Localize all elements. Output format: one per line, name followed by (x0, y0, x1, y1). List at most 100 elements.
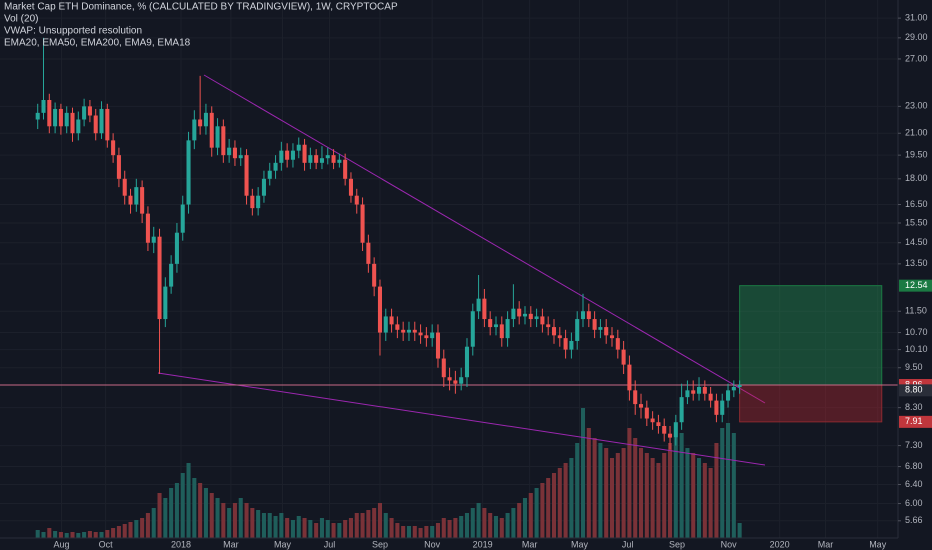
candle-body (360, 204, 365, 243)
x-tick-label: Oct (99, 539, 114, 549)
volume-bar (621, 448, 626, 538)
volume-bar (35, 530, 40, 538)
trend-line (203, 74, 766, 404)
x-tick-label: Sep (372, 539, 388, 549)
volume-bar (459, 516, 464, 538)
candle-body (488, 319, 493, 328)
candle-body (232, 147, 237, 159)
volume-bar (395, 523, 400, 538)
x-tick-label: May (869, 539, 887, 549)
candle-body (499, 324, 504, 339)
y-tick-label: 27.00 (905, 53, 928, 63)
volume-bar (215, 498, 220, 538)
y-tick-label: 29.00 (905, 32, 928, 42)
candle-body (557, 335, 562, 339)
candle-body (424, 335, 429, 339)
trend-line (157, 372, 766, 466)
candle-body (203, 112, 208, 127)
candle-body (151, 236, 156, 243)
volume-bar (470, 508, 475, 538)
candle-body (308, 155, 313, 163)
candle-body (267, 170, 272, 179)
y-tick-label: 16.50 (905, 199, 928, 209)
volume-bar (47, 528, 52, 538)
candle-body (546, 324, 551, 328)
y-tick-label: 5.66 (905, 515, 923, 525)
volume-bar (122, 524, 127, 538)
candle-body (441, 358, 446, 378)
volume-bar (273, 516, 278, 538)
volume-bar (430, 526, 435, 538)
volume-bar (319, 518, 324, 538)
candle-body (227, 147, 232, 156)
candle-body (209, 112, 214, 148)
candle-body (256, 195, 261, 209)
volume-bar (389, 518, 394, 538)
legend-item: VWAP: Unsupported resolution (4, 26, 142, 37)
x-tick-label: Jul (622, 539, 634, 549)
volume-bar (633, 438, 638, 538)
volume-bar (656, 463, 661, 538)
volume-bar (551, 473, 557, 538)
volume-bar (592, 438, 597, 538)
volume-bar (198, 483, 203, 538)
candle-body (540, 316, 545, 325)
volume-bar (493, 516, 499, 538)
candle-body (569, 340, 574, 350)
volume-bar (285, 518, 290, 538)
volume-bar (377, 503, 382, 538)
candle-body (174, 232, 179, 264)
candle-body (58, 108, 63, 127)
volume-bar (128, 522, 133, 538)
candle-body (598, 327, 603, 330)
volume-bar (111, 528, 116, 538)
candle-body (575, 319, 580, 341)
volume-bar (557, 468, 562, 538)
candle-body (551, 327, 557, 336)
volume-bar (372, 508, 377, 538)
volume-bar (737, 523, 742, 538)
candle-body (296, 144, 301, 151)
volume-bar (314, 523, 319, 538)
volume-bar (331, 523, 336, 538)
candle-body (215, 126, 220, 148)
y-tick-label: 7.30 (905, 440, 923, 450)
candle-body (93, 115, 98, 134)
price-tag (899, 279, 932, 292)
candle-body (244, 155, 249, 196)
candle-body (725, 390, 731, 401)
candle-body (522, 313, 528, 317)
volume-bar (464, 513, 470, 538)
x-tick-label: 2020 (770, 539, 790, 549)
candle-body (395, 324, 400, 330)
candle-body (609, 335, 615, 339)
candle-body (186, 140, 191, 205)
x-tick-label: Mar (818, 539, 834, 549)
volume-bar (424, 526, 429, 538)
candle-body (314, 155, 319, 163)
volume-bar (522, 498, 528, 538)
candle-body (592, 319, 597, 330)
candle-body (47, 99, 52, 127)
candle-body (638, 404, 644, 408)
volume-bar (406, 526, 412, 538)
candle-body (714, 400, 719, 415)
volume-bar (41, 532, 46, 538)
volume-bar (180, 473, 185, 538)
candle-body (650, 418, 655, 423)
candle-body (140, 187, 145, 214)
candle-body (122, 178, 127, 196)
candle-body (679, 397, 684, 423)
candle-body (493, 324, 499, 328)
candle-body (290, 150, 295, 160)
candle-body (401, 329, 406, 333)
volume-bar (267, 513, 272, 538)
volume-bar (580, 408, 586, 538)
volume-bar (627, 428, 632, 538)
candle-body (157, 236, 162, 320)
candle-body (192, 119, 197, 141)
candle-body (563, 338, 568, 350)
candle-body (447, 377, 452, 381)
volume-bar (685, 448, 690, 538)
volume-bar (569, 458, 574, 538)
